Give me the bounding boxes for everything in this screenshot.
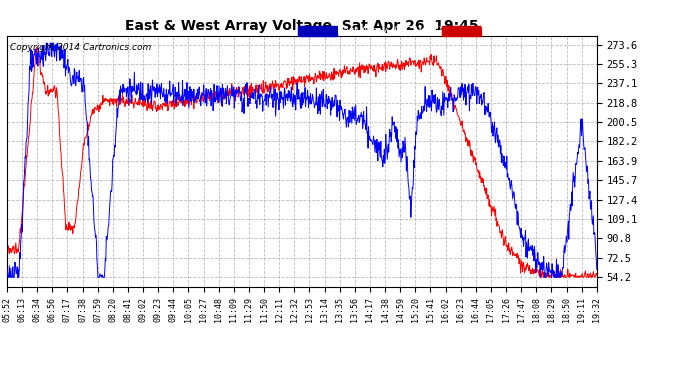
Legend: East Array  (DC Volts), West Array  (DC Volts): East Array (DC Volts), West Array (DC Vo… — [295, 23, 592, 39]
Text: Copyright 2014 Cartronics.com: Copyright 2014 Cartronics.com — [10, 43, 151, 52]
Title: East & West Array Voltage  Sat Apr 26  19:45: East & West Array Voltage Sat Apr 26 19:… — [125, 19, 479, 33]
